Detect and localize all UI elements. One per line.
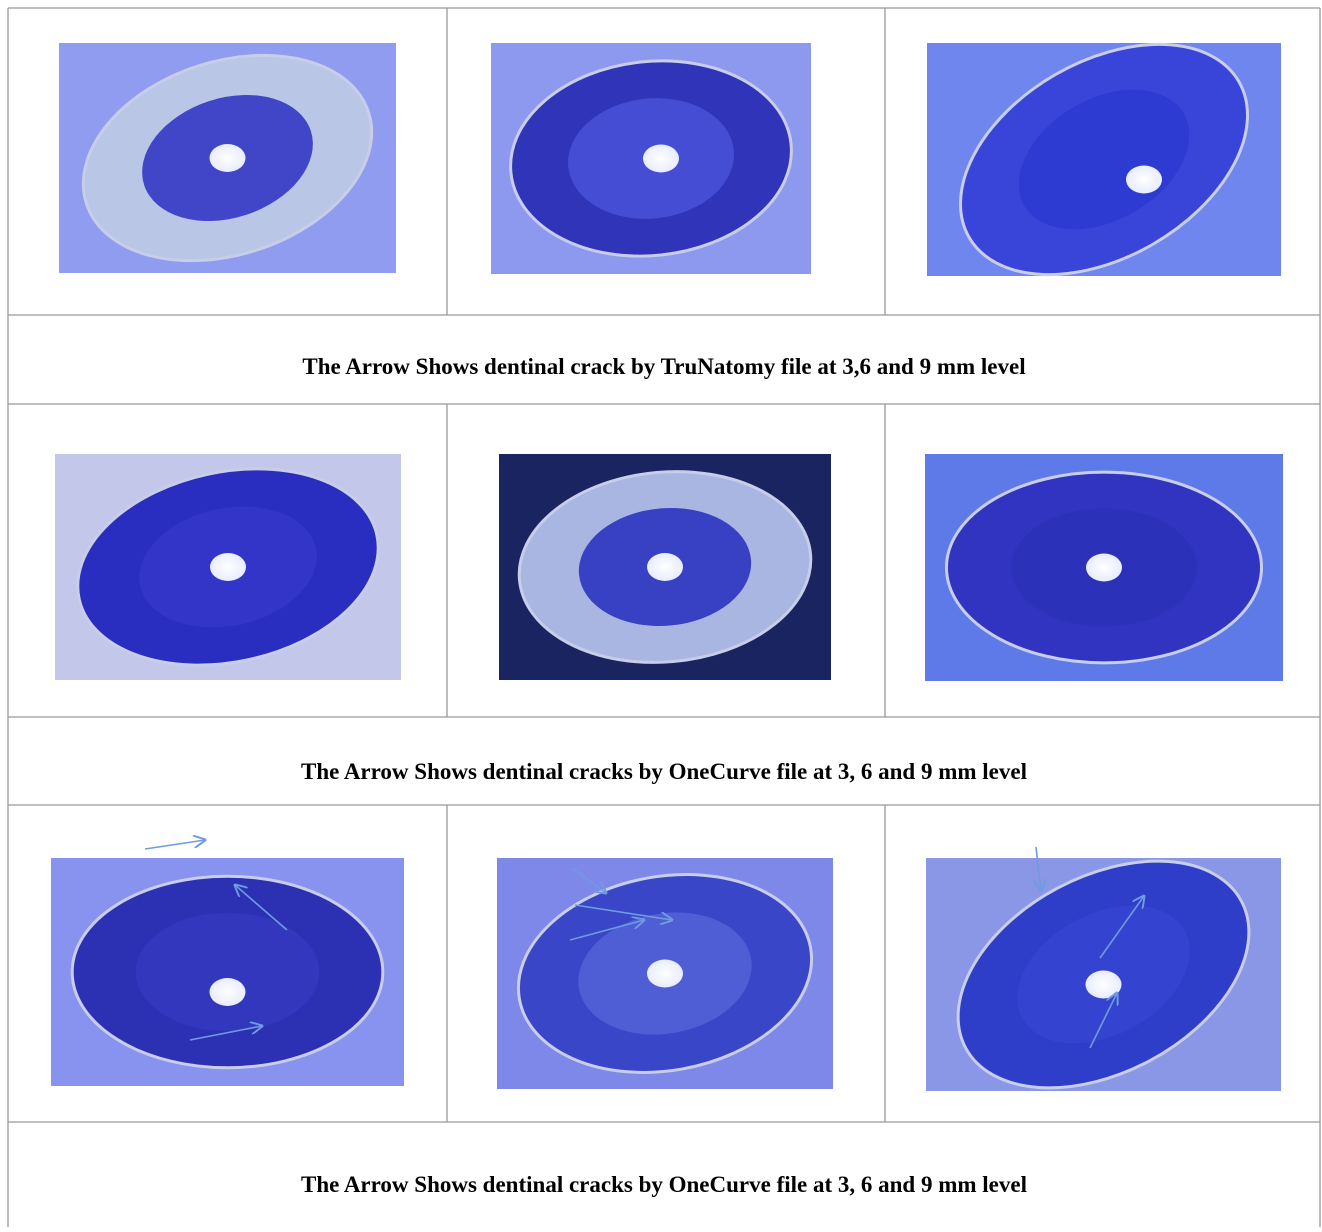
root-canal [210,144,246,172]
root-canal [647,553,683,581]
root-canal [643,145,679,173]
caption: The Arrow Shows dentinal cracks by OneCu… [301,759,1027,784]
specimen-photo [51,858,404,1086]
specimen-photo [497,852,833,1094]
root-canal [210,978,246,1006]
specimen-photo [499,454,831,680]
root-canal [1126,166,1162,194]
specimen-photo [920,815,1288,1134]
caption: The Arrow Shows dentinal crack by TruNat… [302,354,1025,379]
specimen-images [51,0,1288,1134]
specimen-photo [925,454,1283,681]
specimen-photo [491,43,811,274]
specimen-photo [57,20,399,295]
root-canal [1086,554,1122,582]
specimen-photo [920,0,1288,322]
root-canal [210,553,246,581]
arrow [145,840,205,849]
root-canal [647,960,683,988]
figure-table: The Arrow Shows dentinal crack by TruNat… [0,0,1322,1227]
dentin-stain [136,913,320,1032]
specimen-photo [55,443,401,692]
caption: The Arrow Shows dentinal cracks by OneCu… [301,1172,1027,1197]
specimen [72,876,383,1068]
